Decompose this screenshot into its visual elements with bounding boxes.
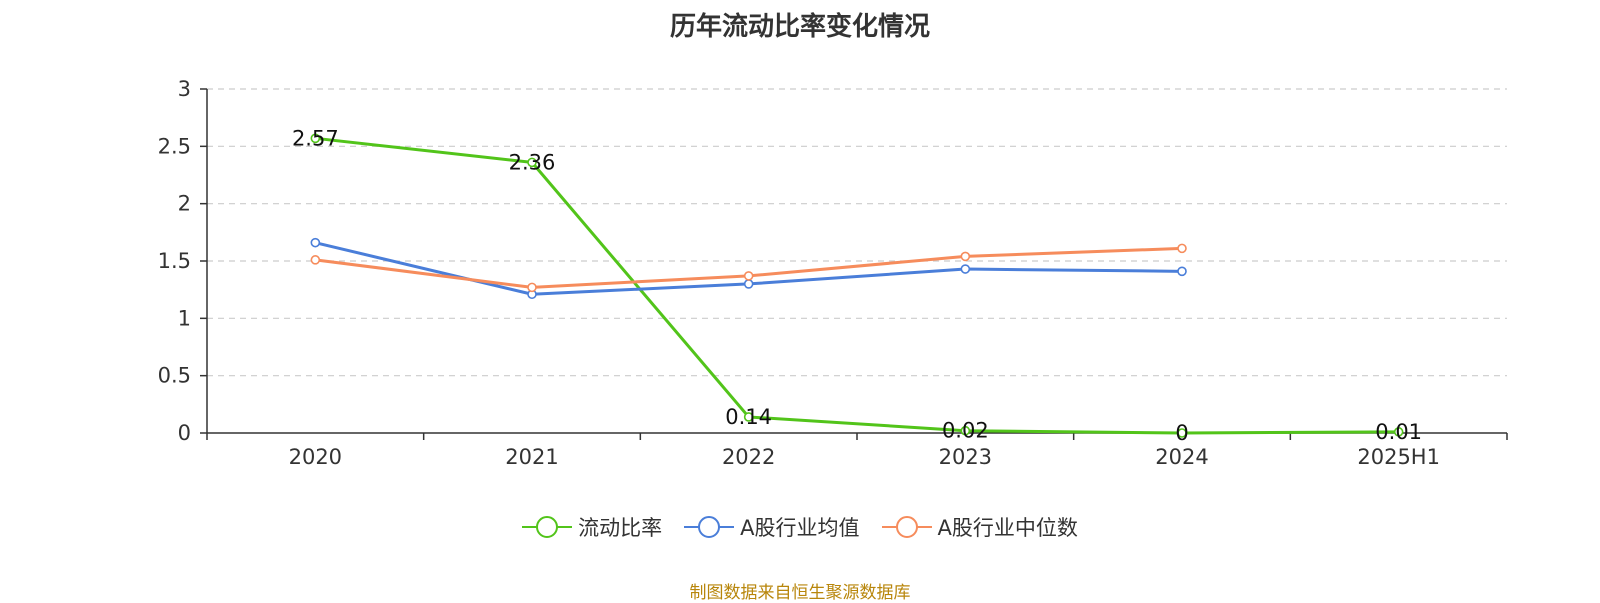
data-label: 0.01 [1375, 420, 1422, 444]
data-point [310, 133, 321, 144]
y-tick-label: 3 [178, 77, 191, 101]
data-point [960, 251, 971, 262]
legend-marker-icon [881, 516, 932, 538]
data-label: 2.36 [509, 150, 556, 174]
data-point [743, 412, 754, 422]
y-tick-label: 1 [178, 306, 191, 330]
data-point [960, 425, 971, 436]
data-point [743, 271, 754, 281]
series-line-0 [315, 136, 1399, 435]
legend-item[interactable]: A股行业均值 [684, 512, 860, 542]
legend-marker-icon [522, 516, 573, 538]
data-point [310, 255, 321, 265]
x-tick-label: 2020 [289, 445, 342, 469]
legend-label: 流动比率 [578, 516, 663, 540]
legend-item[interactable]: A股行业中位数 [881, 512, 1078, 542]
grid-layer [207, 88, 1507, 377]
y-tick-label: 0.5 [158, 364, 191, 388]
series-layer [310, 133, 1404, 438]
data-point [527, 282, 537, 293]
x-tick-label: 2021 [505, 445, 558, 469]
x-tick-label: 2022 [722, 445, 775, 469]
legend-label: A股行业中位数 [937, 516, 1078, 540]
x-tick-label: 2024 [1155, 445, 1208, 469]
data-label: 0.14 [725, 405, 772, 429]
data-label: 0 [1175, 421, 1188, 445]
data-label: 2.57 [292, 126, 339, 150]
y-tick-label: 2 [178, 192, 191, 216]
source-note: 制图数据来自恒生聚源数据库 [689, 583, 911, 603]
y-tick-label: 0 [178, 421, 191, 445]
x-tick-label: 2025H1 [1357, 445, 1440, 469]
data-point [1177, 243, 1187, 254]
data-point [743, 279, 754, 289]
chart-title: 历年流动比率变化情况 [669, 12, 930, 42]
label-layer: 2.57 2.36 0.14 0.02 0 0.01 [292, 126, 1422, 445]
legend-label: A股行业均值 [740, 516, 860, 540]
y-tick-label: 2.5 [158, 134, 191, 158]
legend-marker-icon [684, 516, 735, 538]
data-point [1393, 427, 1404, 437]
legend: 流动比率 A股行业均值 A股行业中位数 [0, 512, 1600, 542]
data-label: 0.02 [942, 419, 989, 443]
data-point [1177, 266, 1187, 277]
x-tick-label: 2023 [939, 445, 992, 469]
legend-item[interactable]: 流动比率 [522, 512, 662, 542]
data-point [527, 157, 537, 168]
axis-layer: 0 0.5 1 1.5 2 2.5 3 2020 2021 2022 2023 2024 2025H1 [158, 77, 1508, 469]
data-point [960, 264, 971, 274]
data-point [1177, 428, 1187, 438]
data-point [310, 237, 321, 248]
y-tick-label: 1.5 [158, 249, 191, 273]
